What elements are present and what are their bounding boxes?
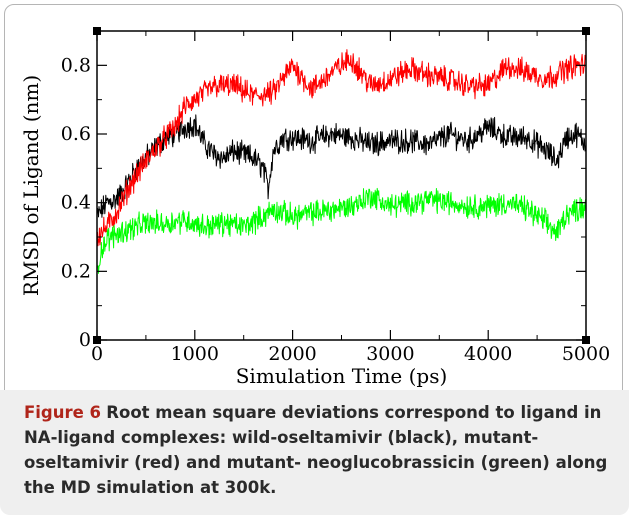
y-tick-label: 0 [79,329,91,351]
rmsd-line-chart: 0 1000 2000 3000 4000 5000 0 0.2 0.4 0.6 0.8 Simul… [19,27,610,388]
y-axis-title: RMSD of Ligand (nm) [19,75,43,296]
x-tick-label: 1000 [171,343,219,365]
corner-marker [93,27,101,35]
axes: 0 1000 2000 3000 4000 5000 0 0.2 0.4 0.6 0.8 [61,27,610,365]
series-line-0 [96,114,587,218]
plot-frame [96,30,587,341]
figure-caption-box: Figure 6 Root mean square deviations cor… [0,390,629,515]
corner-marker [582,27,590,35]
x-tick-label: 4000 [464,343,512,365]
x-tick-label: 5000 [562,343,610,365]
y-tick-label: 0.6 [61,123,91,145]
y-tick-label: 0.8 [61,54,91,76]
series-line-1 [96,49,587,247]
x-axis-title: Simulation Time (ps) [236,364,448,388]
x-tick-label: 2000 [268,343,316,365]
x-tick-label: 3000 [366,343,414,365]
x-tick-label: 0 [91,343,103,365]
caption-label: Figure 6 [24,403,102,422]
figure-caption: Figure 6 Root mean square deviations cor… [24,400,611,500]
y-tick-label: 0.4 [61,192,91,214]
caption-body: Root mean square deviations correspond t… [24,403,608,497]
plot-area [96,49,587,274]
series-line-2 [96,187,587,274]
y-tick-label: 0.2 [61,260,91,282]
corner-marker [582,336,590,344]
corner-marker [93,336,101,344]
